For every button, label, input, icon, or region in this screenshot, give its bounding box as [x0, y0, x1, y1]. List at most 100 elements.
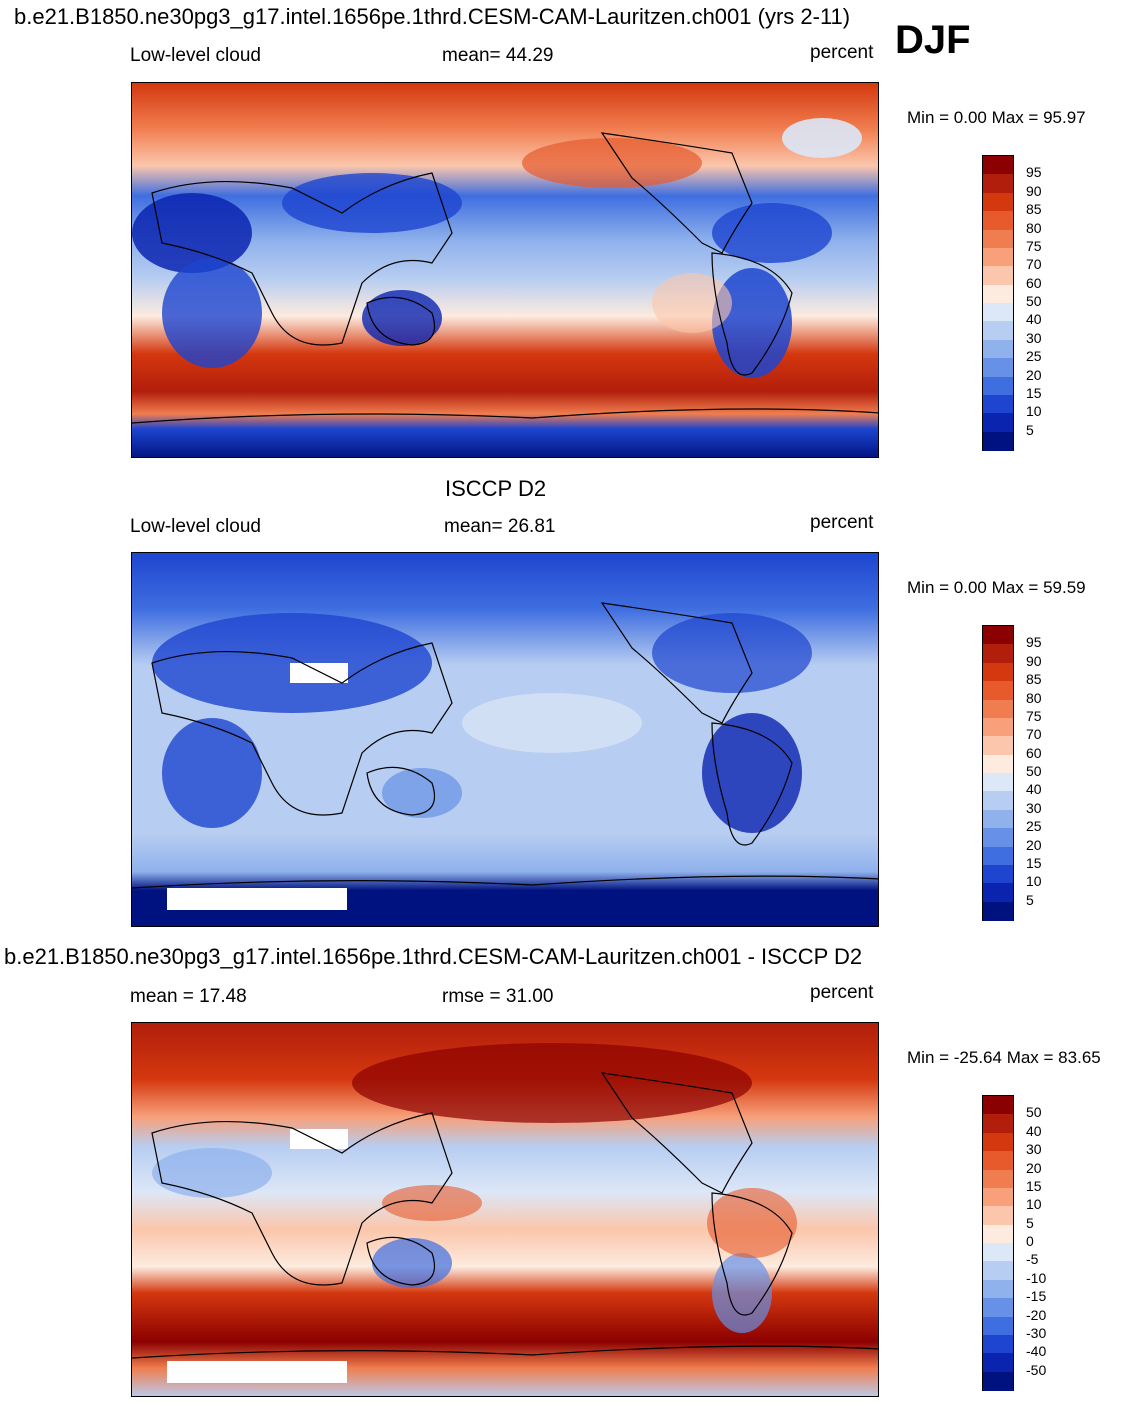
figure-title: b.e21.B1850.ne30pg3_g17.intel.1656pe.1th…	[14, 4, 851, 29]
colorbar-segment	[983, 376, 1013, 396]
colorbar-tick-label: 50	[1026, 293, 1042, 309]
colorbar-segment	[983, 339, 1013, 359]
colorbar-tick-label: 5	[1026, 1214, 1034, 1231]
panel2-minmax: Min = 0.00 Max = 59.59	[907, 578, 1086, 597]
panel3-map	[131, 1022, 879, 1397]
colorbar-segment	[983, 413, 1013, 433]
panel1-mean-label: mean= 44.29	[442, 45, 554, 66]
colorbar-tick-label: 50	[1026, 763, 1042, 779]
colorbar-segment	[983, 626, 1013, 645]
colorbar-tick-label: 70	[1026, 256, 1042, 273]
colorbar-segment	[983, 1206, 1013, 1226]
colorbar-segment	[983, 1298, 1013, 1317]
colorbar-segment	[983, 754, 1013, 774]
colorbar-tick-label: 85	[1026, 201, 1042, 218]
colorbar-segment	[983, 1334, 1013, 1354]
colorbar-tick-label: -50	[1026, 1361, 1047, 1378]
colorbar-segment	[983, 883, 1013, 903]
colorbar-segment	[983, 864, 1013, 884]
colorbar-segment	[983, 1224, 1013, 1244]
colorbar-segment	[983, 644, 1013, 664]
colorbar-segment	[983, 247, 1013, 267]
colorbar-segment	[983, 901, 1013, 921]
panel2-title: ISCCP D2	[445, 476, 547, 501]
colorbar-tick-label: 60	[1026, 274, 1042, 291]
panel1-units-label: percent	[810, 42, 874, 63]
colorbar-tick-label: 10	[1026, 403, 1042, 420]
colorbar-segment	[983, 303, 1013, 322]
colorbar-tick-label: -30	[1026, 1324, 1047, 1341]
colorbar-tick-label: 85	[1026, 671, 1042, 688]
colorbar-segment	[983, 174, 1013, 194]
colorbar-tick-label: -5	[1026, 1251, 1039, 1268]
colorbar-segment	[983, 736, 1013, 756]
colorbar-segment	[983, 1243, 1013, 1262]
colorbar-segment	[983, 431, 1013, 451]
colorbar-tick-label: 25	[1026, 348, 1042, 365]
colorbar-segment	[983, 717, 1013, 737]
colorbar-tick-label: 75	[1026, 237, 1042, 254]
colorbar-tick-label: 90	[1026, 182, 1042, 199]
panel2-mean-label: mean= 26.81	[444, 516, 556, 537]
colorbar-tick-label: -15	[1026, 1288, 1047, 1305]
colorbar-tick-label: 25	[1026, 818, 1042, 835]
colorbar-segment	[983, 1151, 1013, 1170]
panel3-rmse-label: rmse = 31.00	[442, 986, 554, 1007]
panel3-units-label: percent	[810, 982, 874, 1003]
panel3-minmax: Min = -25.64 Max = 83.65	[907, 1048, 1101, 1067]
colorbar-tick-label: 80	[1026, 689, 1042, 706]
colorbar-segment	[983, 1096, 1013, 1115]
colorbar-segment	[983, 1132, 1013, 1152]
colorbar-segment	[983, 358, 1013, 377]
colorbar-tick-label: 5	[1026, 421, 1034, 438]
colorbar-segment	[983, 828, 1013, 847]
colorbar-tick-label: 30	[1026, 329, 1042, 346]
colorbar-segment	[983, 192, 1013, 212]
colorbar-tick-label: -40	[1026, 1343, 1047, 1360]
colorbar-segment	[983, 1187, 1013, 1207]
colorbar-segment	[983, 1279, 1013, 1299]
panel3-title: b.e21.B1850.ne30pg3_g17.intel.1656pe.1th…	[4, 944, 863, 969]
colorbar-tick-label: 20	[1026, 366, 1042, 383]
colorbar-tick-label: 40	[1026, 1122, 1042, 1139]
colorbar-segment	[983, 211, 1013, 230]
colorbar-tick-label: 90	[1026, 652, 1042, 669]
colorbar-segment	[983, 846, 1013, 866]
colorbar-tick-label: 10	[1026, 873, 1042, 890]
colorbar-segment	[983, 662, 1013, 682]
colorbar-tick-label: 5	[1026, 891, 1034, 908]
colorbar-tick-label: 15	[1026, 854, 1042, 871]
colorbar-tick-label: 0	[1026, 1233, 1034, 1249]
panel2-map	[131, 552, 879, 927]
colorbar-tick-label: 95	[1026, 634, 1042, 651]
colorbar-segment	[983, 284, 1013, 304]
panel2-variable-label: Low-level cloud	[130, 516, 261, 537]
colorbar-segment	[983, 1114, 1013, 1134]
colorbar-tick-label: 95	[1026, 164, 1042, 181]
colorbar-segment	[983, 699, 1013, 719]
colorbar-tick-label: 15	[1026, 1177, 1042, 1194]
panel2-units-label: percent	[810, 512, 874, 533]
colorbar-tick-label: 20	[1026, 1159, 1042, 1176]
colorbar-tick-label: 15	[1026, 384, 1042, 401]
colorbar-segment	[983, 266, 1013, 286]
colorbar-segment	[983, 229, 1013, 249]
colorbar-segment	[983, 1353, 1013, 1373]
colorbar-tick-label: 50	[1026, 1104, 1042, 1121]
colorbar-segment	[983, 394, 1013, 414]
colorbar-segment	[983, 1169, 1013, 1189]
colorbar-tick-label: -20	[1026, 1306, 1047, 1323]
colorbar-segment	[983, 1261, 1013, 1281]
colorbar-tick-label: 20	[1026, 836, 1042, 853]
colorbar-tick-label: 30	[1026, 799, 1042, 816]
colorbar-tick-label: 40	[1026, 781, 1042, 798]
panel2-colorbar	[982, 625, 1014, 921]
panel1-colorbar	[982, 155, 1014, 451]
colorbar-segment	[983, 791, 1013, 811]
colorbar-segment	[983, 321, 1013, 341]
panel1-variable-label: Low-level cloud	[130, 45, 261, 66]
colorbar-tick-label: 75	[1026, 707, 1042, 724]
colorbar-segment	[983, 681, 1013, 700]
colorbar-tick-label: 80	[1026, 219, 1042, 236]
colorbar-segment	[983, 156, 1013, 175]
